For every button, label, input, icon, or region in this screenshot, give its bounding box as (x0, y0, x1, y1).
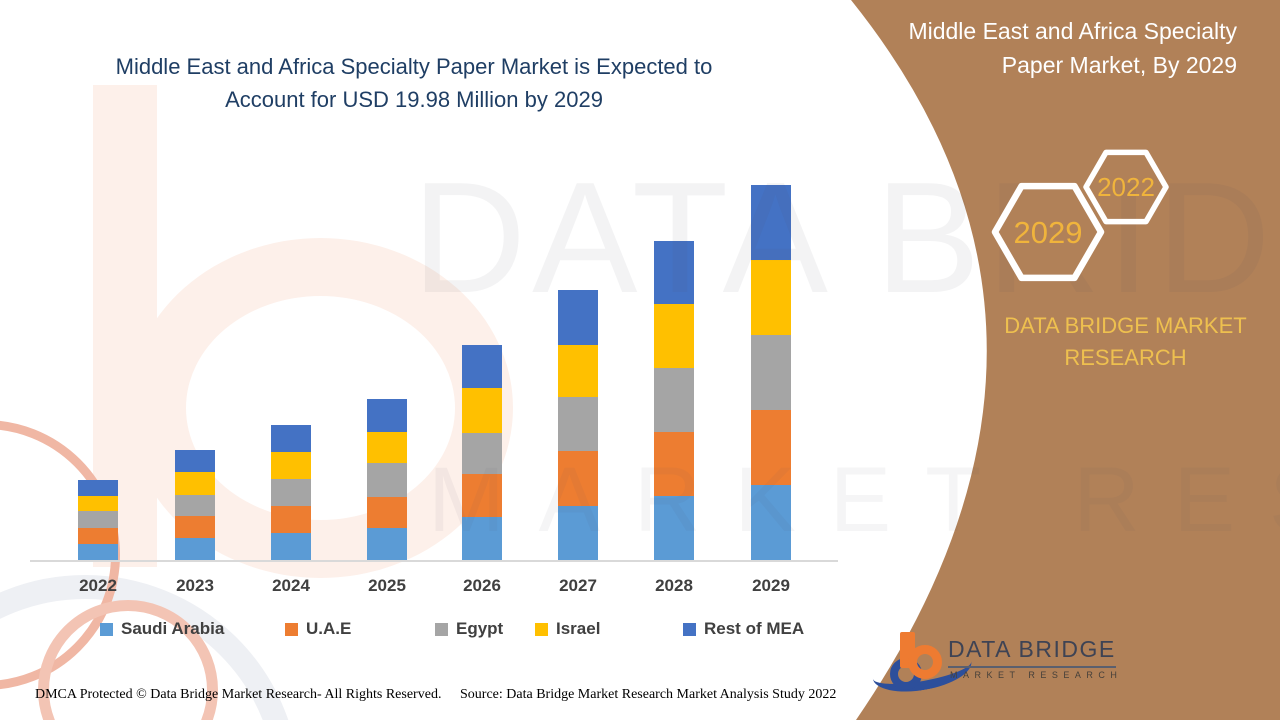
x-axis-label-2023: 2023 (176, 576, 214, 595)
bar-segment-egypt-2026 (462, 433, 502, 474)
legend-swatch-u-a-e (285, 622, 298, 636)
bar-segment-saudi-arabia-2022 (78, 544, 118, 560)
legend-swatch-saudi-arabia (100, 622, 113, 636)
hexagon-2029: 2029 (991, 182, 1105, 282)
bar-segment-saudi-arabia-2028 (654, 496, 694, 560)
x-axis-label-2024: 2024 (272, 576, 310, 595)
bar-2029 (751, 185, 791, 560)
bar-2024 (271, 425, 311, 560)
bar-segment-egypt-2022 (78, 511, 118, 528)
bar-segment-u-a-e-2023 (175, 516, 215, 538)
bar-segment-egypt-2029 (751, 335, 791, 410)
chart-title-line1: Middle East and Africa Specialty Paper M… (115, 54, 713, 79)
bar-2022 (78, 480, 118, 560)
bar-segment-egypt-2024 (271, 479, 311, 506)
bar-segment-saudi-arabia-2026 (462, 517, 502, 560)
logo-subtitle: MARKET RESEARCH (950, 670, 1123, 680)
bar-segment-u-a-e-2025 (367, 497, 407, 528)
bar-segment-u-a-e-2024 (271, 506, 311, 533)
footer-source: Source: Data Bridge Market Research Mark… (460, 687, 837, 702)
side-panel-title-line2: Paper Market, By 2029 (1001, 52, 1237, 78)
data-bridge-logo: DATA BRIDGE MARKET RESEARCH (869, 630, 1118, 702)
bar-segment-saudi-arabia-2029 (751, 485, 791, 560)
bar-segment-israel-2025 (367, 432, 407, 463)
x-axis-line (30, 560, 838, 562)
x-axis-label-2026: 2026 (463, 576, 501, 595)
bar-segment-saudi-arabia-2024 (271, 533, 311, 560)
footer-dmca: DMCA Protected © Data Bridge Market Rese… (35, 687, 442, 702)
bar-segment-israel-2026 (462, 388, 502, 433)
legend-label-u-a-e: U.A.E (306, 619, 352, 638)
bar-segment-rest-of-mea-2028 (654, 241, 694, 304)
bar-2023 (175, 450, 215, 560)
legend-item-israel: Israel (535, 619, 600, 639)
x-axis-label-2022: 2022 (79, 576, 117, 595)
bar-segment-u-a-e-2029 (751, 410, 791, 485)
chart-title-line2: Account for USD 19.98 Million by 2029 (225, 87, 603, 112)
bar-segment-saudi-arabia-2023 (175, 538, 215, 560)
bar-segment-israel-2022 (78, 496, 118, 511)
bar-segment-israel-2027 (558, 345, 598, 397)
legend-label-egypt: Egypt (456, 619, 504, 638)
legend-label-saudi-arabia: Saudi Arabia (121, 619, 225, 638)
side-panel-title-line1: Middle East and Africa Specialty (908, 18, 1237, 44)
side-panel-title: Middle East and Africa Specialty Paper M… (847, 14, 1237, 82)
hexagon-2029-label: 2029 (1014, 215, 1083, 250)
legend-item-u-a-e: U.A.E (285, 619, 351, 639)
bar-segment-u-a-e-2028 (654, 432, 694, 496)
bar-segment-israel-2023 (175, 472, 215, 495)
bar-2026 (462, 345, 502, 560)
x-axis-label-2027: 2027 (559, 576, 597, 595)
bar-segment-u-a-e-2027 (558, 451, 598, 506)
bar-2027 (558, 290, 598, 560)
chart-title: Middle East and Africa Specialty Paper M… (58, 50, 770, 116)
bar-segment-rest-of-mea-2027 (558, 290, 598, 345)
hexagon-2022: 2022 (1083, 149, 1169, 225)
bar-segment-rest-of-mea-2022 (78, 480, 118, 496)
brand-text-line2: RESEARCH (1064, 345, 1187, 370)
bar-2025 (367, 399, 407, 560)
hexagon-badges: 2022 2029 (991, 149, 1169, 282)
logo-name: DATA BRIDGE (948, 636, 1116, 668)
bar-segment-saudi-arabia-2027 (558, 506, 598, 560)
x-axis-label-2025: 2025 (368, 576, 406, 595)
bar-segment-rest-of-mea-2029 (751, 185, 791, 260)
x-axis-label-2029: 2029 (752, 576, 790, 595)
x-axis-label-2028: 2028 (655, 576, 693, 595)
legend-item-saudi-arabia: Saudi Arabia (100, 619, 224, 639)
bar-segment-egypt-2023 (175, 495, 215, 516)
bar-segment-egypt-2028 (654, 368, 694, 432)
bar-segment-rest-of-mea-2025 (367, 399, 407, 432)
brand-text: DATA BRIDGE MARKET RESEARCH (1003, 310, 1248, 374)
bar-segment-u-a-e-2026 (462, 474, 502, 517)
bar-segment-rest-of-mea-2023 (175, 450, 215, 472)
bar-segment-israel-2024 (271, 452, 311, 479)
bar-segment-egypt-2025 (367, 463, 407, 497)
bar-segment-egypt-2027 (558, 397, 598, 451)
bar-segment-u-a-e-2022 (78, 528, 118, 544)
brand-text-line1: DATA BRIDGE MARKET (1004, 313, 1247, 338)
legend-swatch-rest-of-mea (683, 622, 696, 636)
legend-swatch-egypt (435, 622, 448, 636)
legend-label-rest-of-mea: Rest of MEA (704, 619, 805, 638)
legend-label-israel: Israel (556, 619, 601, 638)
legend-item-rest-of-mea: Rest of MEA (683, 619, 804, 639)
legend-item-egypt: Egypt (435, 619, 503, 639)
bar-segment-israel-2028 (654, 304, 694, 368)
bar-segment-rest-of-mea-2024 (271, 425, 311, 452)
bar-segment-rest-of-mea-2026 (462, 345, 502, 388)
bar-segment-saudi-arabia-2025 (367, 528, 407, 560)
legend-swatch-israel (535, 622, 548, 636)
bar-2028 (654, 241, 694, 560)
hexagon-2022-label: 2022 (1097, 172, 1155, 202)
logo-b-bowl-icon (908, 645, 942, 679)
bar-segment-israel-2029 (751, 260, 791, 335)
